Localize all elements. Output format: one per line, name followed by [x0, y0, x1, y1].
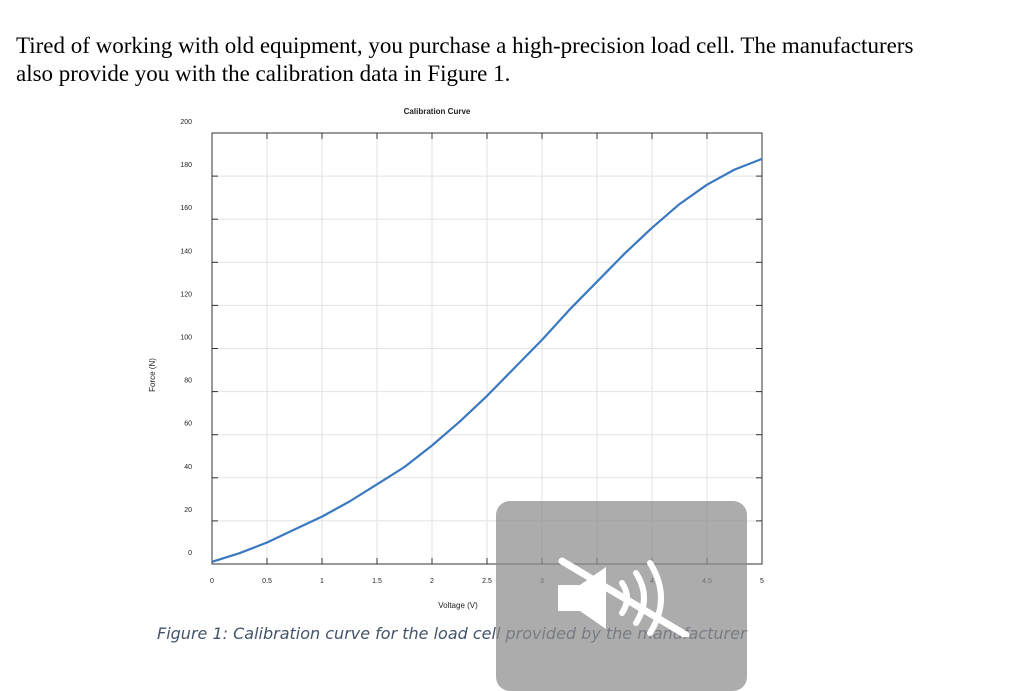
y-tick-label: 160: [180, 205, 192, 212]
y-tick-label: 60: [184, 421, 192, 428]
x-axis-label: Voltage (V): [438, 601, 478, 610]
y-tick-label: 180: [180, 162, 192, 169]
series-line: [211, 157, 763, 563]
y-tick-label: 140: [180, 248, 192, 255]
y-tick-label: 80: [184, 378, 192, 385]
x-tick-label: 5: [760, 578, 764, 585]
y-tick-label: 200: [180, 119, 192, 126]
problem-statement: Tired of working with old equipment, you…: [16, 32, 1006, 88]
x-tick-label: 2.5: [482, 578, 492, 585]
x-tick-label: 0.5: [262, 578, 272, 585]
y-tick-label: 40: [184, 464, 192, 471]
x-tick-label: 2: [430, 578, 434, 585]
chart-title: Calibration Curve: [404, 107, 471, 116]
y-axis-label: Force (N): [148, 358, 157, 392]
speaker-muted-icon[interactable]: [548, 557, 696, 637]
y-tick-label: 0: [188, 550, 192, 557]
x-tick-label: 1: [320, 578, 324, 585]
y-tick-label: 20: [184, 507, 192, 514]
video-mute-overlay[interactable]: [496, 501, 747, 691]
y-tick-label: 120: [180, 291, 192, 298]
problem-statement-line-2: also provide you with the calibration da…: [16, 61, 511, 86]
x-tick-label: 0: [210, 578, 214, 585]
y-tick-label: 100: [180, 335, 192, 342]
problem-statement-line-1: Tired of working with old equipment, you…: [16, 33, 914, 58]
x-tick-label: 1.5: [372, 578, 382, 585]
